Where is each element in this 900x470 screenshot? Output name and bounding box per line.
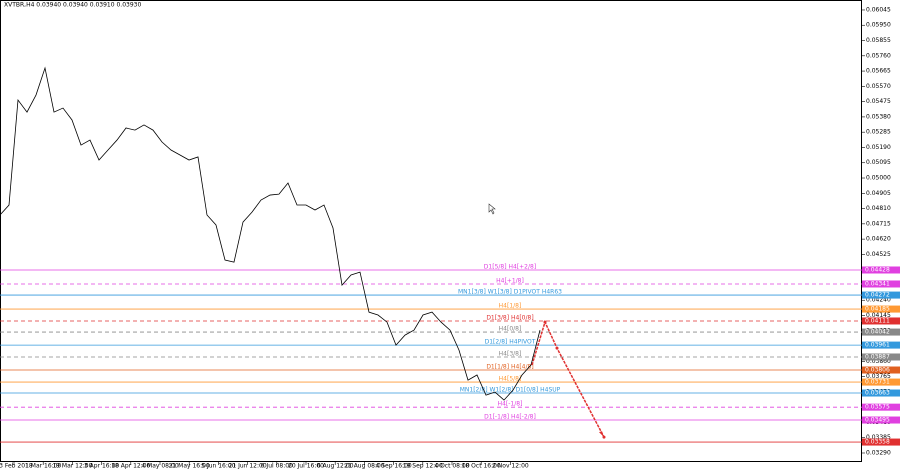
level-label: H4[0/8]: [499, 326, 522, 333]
level-label: D1[-1/8] H4[-2/8]: [484, 414, 536, 421]
y-tick-label: 0.05665: [866, 68, 891, 75]
price-tag: [862, 389, 900, 397]
price-tag-label: 0.03961: [865, 342, 890, 349]
y-tick-label: 0.03765: [866, 373, 891, 380]
mouse-cursor: [488, 203, 496, 215]
x-tick-label: 20 Jul 16:00: [288, 463, 324, 470]
y-tick-label: 0.05570: [866, 83, 891, 90]
price-tag-label: 0.03575: [865, 404, 890, 411]
y-tick-label: 0.05475: [866, 98, 891, 105]
price-tag-label: 0.04272: [865, 292, 890, 299]
price-tag-label: 0.04341: [865, 280, 890, 287]
x-tick-label: 1 Mar 16:00: [25, 463, 61, 470]
y-tick-label: 0.05095: [866, 159, 891, 166]
level-label: H4[+1/8]: [496, 277, 524, 284]
price-tag: [862, 341, 900, 349]
level-label: H4[-1/8]: [498, 401, 523, 408]
x-tick-label: 18 Apr 12:00: [111, 463, 150, 470]
x-tick-label: 4 Sep 16:00: [375, 463, 411, 470]
price-tag: [862, 378, 900, 386]
price-tag-label: 0.03806: [865, 367, 890, 374]
level-label: MN1[3/8] W1[3/8] D1PIVOT H4R63: [458, 289, 562, 296]
y-tick-label: 0.05950: [866, 22, 891, 29]
y-tick-label: 0.05285: [866, 129, 891, 136]
x-tick-label: 6 Aug 12:00: [317, 463, 354, 470]
price-tag: [862, 403, 900, 411]
y-tick-label: 0.05760: [866, 52, 891, 59]
x-tick-label: 3 Apr 16:00: [84, 463, 119, 470]
y-tick-label: 0.04715: [866, 220, 891, 227]
x-tick-label: 4 Oct 08:00: [434, 463, 469, 470]
x-tick-label: 21 Aug 08:00: [344, 463, 385, 470]
level-label: H4[5/8]: [499, 376, 522, 383]
price-tag-label: 0.03887: [865, 353, 890, 360]
price-tag: [862, 353, 900, 361]
price-tag: [862, 328, 900, 336]
price-tag-label: 0.04042: [865, 329, 890, 336]
y-tick-label: 0.04810: [866, 205, 891, 212]
x-tick-label: 19 Mar 12:00: [52, 463, 92, 470]
price-tag-label: 0.04111: [865, 317, 890, 324]
price-tag: [862, 291, 900, 299]
level-label: D1[5/8] H4[+2/8]: [484, 263, 536, 270]
y-tick-label: 0.04240: [866, 297, 891, 304]
price-tag: [862, 438, 900, 446]
x-tick-label: 4 May 08:00: [141, 463, 179, 470]
price-tag-label: 0.04428: [865, 266, 890, 273]
plot-frame: [0, 0, 862, 462]
price-tag: [862, 416, 900, 424]
level-label: D1[3/8] H4[0/8]: [486, 314, 533, 321]
y-tick-label: 0.05000: [866, 175, 891, 182]
price-tag: [862, 280, 900, 288]
y-tick-label: 0.06045: [866, 6, 891, 13]
y-tick-label: 0.05190: [866, 144, 891, 151]
price-tag-label: 0.04185: [865, 306, 890, 313]
price-tag: [862, 266, 900, 274]
forecast-arrowhead: [599, 431, 604, 438]
level-label: H4[3/8]: [499, 350, 522, 357]
chart-title: XVTBR,H4 0.03940 0.03940 0.03910 0.03930: [4, 2, 141, 9]
forecast-point: [543, 320, 547, 324]
level-label: H4[1/8]: [499, 303, 522, 310]
price-tag-label: 0.03358: [865, 439, 890, 446]
x-tick-label: 13 Feb 2018: [0, 463, 33, 470]
price-tag-label: 0.03663: [865, 390, 890, 397]
x-tick-label: 5 Jun 16:00: [201, 463, 235, 470]
y-tick-label: 0.04525: [866, 251, 891, 258]
price-tag: [862, 366, 900, 374]
y-tick-label: 0.03385: [866, 434, 891, 441]
x-tick-label: 21 Jun 12:00: [229, 463, 267, 470]
price-tag: [862, 317, 900, 325]
y-tick-label: 0.04145: [866, 312, 891, 319]
x-tick-label: 21 May 16:00: [169, 463, 210, 470]
x-tick-label: 6 Jul 08:00: [261, 463, 293, 470]
price-tag-label: 0.03731: [865, 379, 890, 386]
y-tick-label: 0.05855: [866, 37, 891, 44]
x-tick-label: 2 Nov 12:00: [492, 463, 529, 470]
level-label: D1[2/8] H4PIVOT: [485, 339, 536, 346]
y-tick-label: 0.05380: [866, 113, 891, 120]
x-tick-label: 18 Oct 16:00: [462, 463, 501, 470]
price-tag: [862, 305, 900, 313]
x-tick-label: 19 Sep 12:00: [403, 463, 443, 470]
price-line: [0, 66, 541, 401]
forecast-line: [531, 319, 605, 438]
level-label: MN1[2/8] W1[2/8] D1[0/8] H4SUP: [460, 387, 561, 394]
level-label: D1[1/8] H4[4/8]: [486, 364, 533, 371]
y-tick-label: 0.04620: [866, 236, 891, 243]
forecast-point: [555, 346, 559, 350]
price-tag-label: 0.03495: [865, 417, 890, 424]
y-tick-label: 0.04905: [866, 190, 891, 197]
y-tick-label: 0.03290: [866, 449, 891, 456]
y-tick-label: 0.03860: [866, 358, 891, 365]
